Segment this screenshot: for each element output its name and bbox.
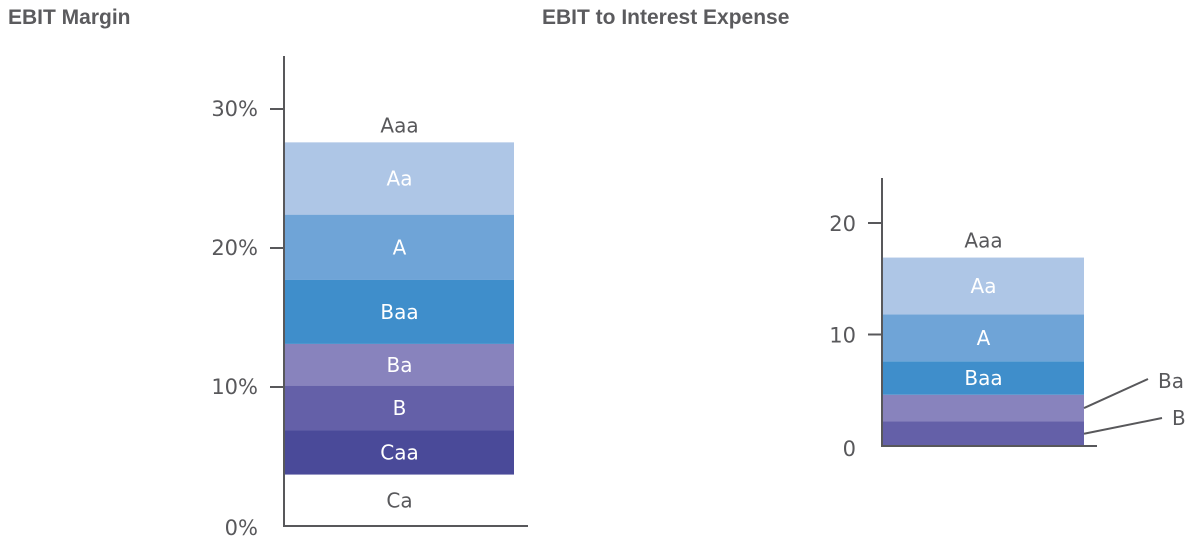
- chart-title-ebit-to-interest: EBIT to Interest Expense: [542, 6, 790, 29]
- bar-segment-a-1: [883, 314, 1084, 362]
- bar-segment-ba-1: [883, 394, 1084, 422]
- segment-label-b-1: B: [1172, 406, 1186, 430]
- bar-segment-caa-0: [285, 430, 514, 475]
- y-tick-label-0-2: 20%: [211, 236, 258, 260]
- bar-segment-baa-0: [285, 279, 514, 344]
- segment-label-ba-0: Ba: [387, 353, 413, 377]
- y-tick-label-1-1: 10: [829, 324, 856, 348]
- segment-label-aa-0: Aa: [387, 167, 413, 191]
- segment-label-ca-0: Ca: [386, 488, 412, 512]
- bar-segment-ba-0: [285, 343, 514, 386]
- bar-segment-aa-0: [285, 142, 514, 215]
- segment-label-aa-1: Aa: [971, 274, 997, 298]
- segment-label-baa-0: Baa: [380, 300, 418, 324]
- y-tick-label-0-1: 10%: [211, 375, 258, 399]
- bar-segment-b-0: [285, 385, 514, 431]
- y-tick-label-0-0: 0%: [225, 516, 258, 540]
- y-tick-label-1-2: 20: [829, 212, 856, 236]
- segment-label-baa-1: Baa: [964, 366, 1002, 390]
- bar-segment-a-0: [285, 214, 514, 280]
- segment-label-a-0: A: [393, 235, 407, 259]
- segment-label-ba-1: Ba: [1158, 369, 1184, 393]
- chart-title-ebit-margin: EBIT Margin: [8, 6, 131, 29]
- segment-label-a-1: A: [977, 326, 991, 350]
- y-tick-label-1-0: 0: [843, 437, 856, 461]
- y-tick-label-0-3: 30%: [211, 97, 258, 121]
- segment-label-caa-0: Caa: [380, 440, 418, 464]
- callout-line-ba-1: [1083, 378, 1149, 410]
- callout-line-b-1: [1083, 417, 1163, 435]
- segment-label-aaa-1: Aaa: [964, 228, 1002, 252]
- segment-label-b-0: B: [393, 396, 407, 420]
- bar-segment-baa-1: [883, 361, 1084, 395]
- segment-label-aaa-0: Aaa: [380, 114, 418, 138]
- bar-segment-aa-1: [883, 257, 1084, 315]
- bar-segment-b-1: [883, 421, 1084, 446]
